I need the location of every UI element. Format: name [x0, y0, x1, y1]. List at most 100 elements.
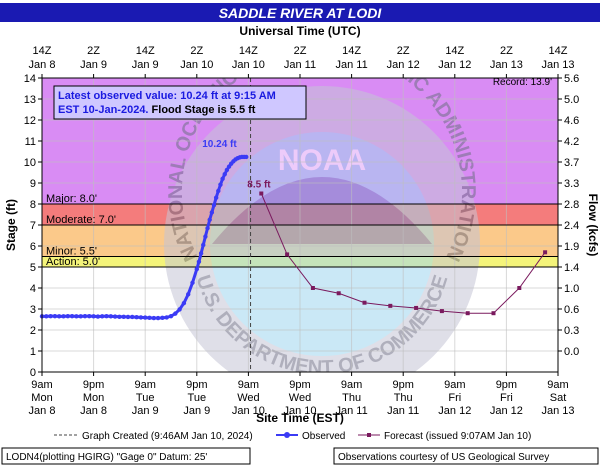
bottom-tick-label-day: Fri	[448, 392, 461, 404]
top-tick-label-time: 2Z	[397, 45, 410, 57]
left-tick-label: 7	[30, 220, 36, 232]
bottom-tick-label-time: 9am	[547, 379, 568, 391]
observed-point	[160, 315, 165, 321]
top-tick-label-date: Jan 11	[284, 59, 316, 71]
observed-point	[138, 315, 144, 320]
top-tick-label-date: Jan 12	[387, 59, 420, 71]
observed-point	[209, 210, 215, 215]
forecast-point	[285, 252, 290, 257]
observed-point	[100, 314, 105, 319]
top-tick-label-time: 2Z	[500, 45, 513, 57]
bottom-tick-label-time: 9pm	[392, 379, 413, 391]
observed-point	[57, 314, 62, 319]
left-tick-label: 1	[30, 346, 36, 358]
forecast-point	[388, 303, 393, 308]
observed-point	[211, 202, 217, 208]
observed-point	[198, 251, 204, 256]
latest-value-box: Latest observed value: 10.24 ft at 9:15 …	[53, 85, 307, 120]
observed-point	[112, 314, 118, 319]
legend-created-label: Graph Created (9:46AM Jan 10, 2024)	[82, 431, 253, 442]
top-tick-label-time: 2Z	[294, 45, 307, 57]
top-tick-label-time: 14Z	[239, 45, 258, 57]
bottom-tick-label-date: Jan 12	[490, 405, 523, 417]
flood-thresholds: Major: 8.0' Moderate: 7.0' Minor: 5.5'Acti…	[42, 193, 558, 268]
legend-observed-marker	[284, 432, 290, 438]
right-tick-label: 3.3	[564, 178, 579, 190]
observed-point	[155, 315, 161, 321]
observed-point	[74, 314, 79, 319]
top-axis: 14Z Jan 8 2Z Jan 9 14Z Jan 9 2Z Jan 10 14Z Jan 10…	[29, 45, 575, 78]
forecast-point	[259, 191, 264, 196]
bottom-tick-label-time: 9am	[238, 379, 259, 391]
top-tick-label-date: Jan 9	[132, 59, 159, 71]
top-tick-label-date: Jan 9	[80, 59, 107, 71]
bottom-tick-label-day: Thu	[342, 392, 361, 404]
left-tick-label: 11	[25, 136, 36, 148]
top-tick-label-time: 2Z	[87, 45, 100, 57]
observed-point	[78, 314, 83, 319]
bottom-axis-title: Site Time (EST)	[256, 411, 344, 425]
left-tick-label: 6	[30, 241, 36, 253]
left-tick-label: 5	[30, 262, 36, 274]
forecast-point	[439, 309, 444, 314]
bottom-tick-label-date: Jan 10	[283, 405, 316, 417]
left-tick-label: 14	[24, 73, 36, 85]
forecast-point	[414, 305, 419, 310]
bottom-tick-label-date: Jan 11	[335, 405, 367, 417]
right-tick-label: 0.3	[564, 325, 579, 337]
footer-left-box	[1, 447, 251, 465]
bottom-tick-label-date: Jan 12	[438, 405, 471, 417]
forecast-point	[517, 286, 522, 290]
info-line-2: EST 10-Jan-2024. Flood Stage is 5.5 ft	[58, 104, 256, 116]
right-tick-label: 1.4	[564, 262, 579, 274]
observed-point	[69, 313, 75, 319]
left-tick-label: 12	[24, 115, 36, 127]
forecast-point	[310, 286, 315, 290]
observed-point	[130, 314, 135, 320]
bottom-tick-label-day: Thu	[394, 392, 413, 404]
top-axis-title: Universal Time (UTC)	[239, 24, 360, 38]
observed-point	[104, 313, 109, 319]
threshold-label-minor: Minor: 5.5'	[46, 246, 97, 258]
bottom-tick-label-time: 9pm	[496, 379, 517, 391]
bottom-tick-label-time: 9am	[341, 379, 362, 391]
y-axis-label-left: Stage (ft)	[4, 199, 18, 251]
observed-peak-label: 10.24 ft	[202, 139, 237, 150]
bottom-tick-label-time: 9am	[31, 379, 52, 391]
observed-point	[147, 315, 152, 321]
observed-point	[186, 292, 191, 297]
right-tick-label: 1.9	[564, 241, 579, 253]
watermark-bird	[212, 177, 432, 244]
top-tick-label-time: 2Z	[190, 45, 203, 57]
forecast-point	[465, 311, 470, 316]
right-tick-label: 3.7	[564, 157, 579, 169]
bottom-tick-label-date: Jan 9	[132, 405, 159, 417]
bottom-tick-label-day: Tue	[188, 392, 207, 404]
observed-point	[121, 314, 126, 319]
observed-point	[168, 313, 174, 319]
info-box-background	[53, 85, 307, 120]
top-tick-label-time: 14Z	[445, 45, 464, 57]
bottom-tick-label-time: 9pm	[186, 379, 207, 391]
observed-point	[190, 280, 195, 285]
forecast-point	[362, 300, 367, 305]
bottom-tick-label-date: Jan 9	[183, 405, 210, 417]
observed-point	[44, 314, 49, 319]
bottom-tick-label-date: Jan 11	[387, 405, 419, 417]
bottom-tick-label-day: Wed	[237, 392, 259, 404]
legend-forecast-label: Forecast (issued 9:07AM Jan 10)	[384, 431, 531, 442]
top-tick-label-date: Jan 12	[438, 59, 471, 71]
observed-point	[218, 182, 223, 187]
forecast-line	[260, 193, 546, 314]
observed-point	[222, 171, 227, 177]
right-tick-label: 1.0	[564, 283, 579, 295]
info-line-1: Latest observed value: 10.24 ft at 9:15 …	[58, 90, 276, 102]
info-line-2-flood-stage: Flood Stage is 5.5 ft	[149, 104, 256, 116]
observed-point	[220, 176, 225, 181]
observed-point	[151, 315, 156, 321]
threshold-label-action: Action: 5.0'	[46, 256, 100, 268]
right-tick-label: 0.0	[564, 346, 579, 358]
observed-point	[181, 300, 187, 306]
